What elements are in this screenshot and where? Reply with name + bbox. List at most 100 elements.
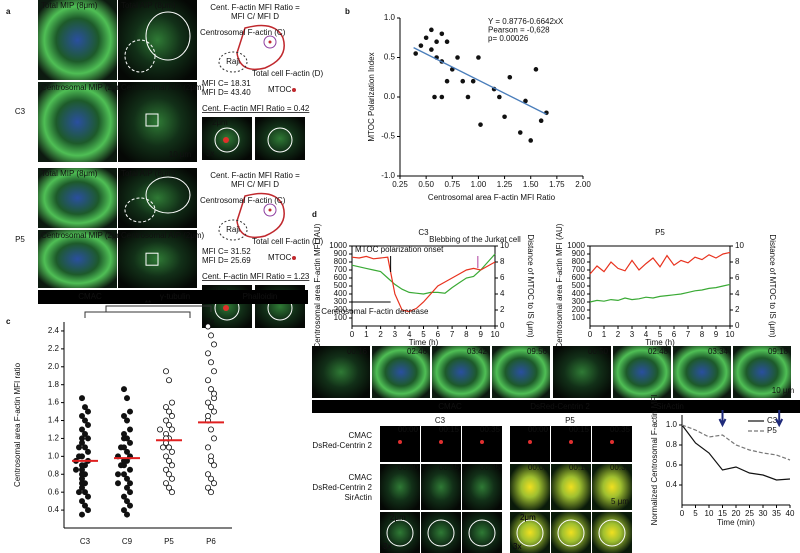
point <box>470 78 476 84</box>
outline <box>124 39 156 73</box>
x-tick-label: 10 <box>491 330 500 339</box>
x-tick-label: 1 <box>364 330 369 339</box>
inset-circle <box>386 519 414 547</box>
x-tick-label: C3 <box>80 537 91 546</box>
x-tick-label: 30 <box>759 509 768 518</box>
point <box>124 417 131 424</box>
annotation: p= 0.00026 <box>488 34 529 43</box>
micrograph <box>312 346 370 398</box>
point <box>507 74 513 80</box>
point <box>124 511 131 518</box>
point <box>168 448 175 455</box>
x-axis-label: Centrosomal area F-actin MFI Ratio <box>428 193 556 202</box>
frame-time: 03:34 <box>708 347 729 356</box>
condition-title: P5 <box>565 416 575 425</box>
point <box>159 444 166 451</box>
centrin-signal <box>610 440 614 444</box>
series-line <box>589 283 731 303</box>
point <box>204 399 211 406</box>
image-title: Total AIP (8μm) <box>121 1 176 10</box>
y2-tick-label: 10 <box>500 241 509 250</box>
x-tick-label: 5 <box>693 509 698 518</box>
x-tick-label: 6 <box>672 330 677 339</box>
x-tick-label: 7 <box>450 330 455 339</box>
scale-label: 10 μm <box>169 150 192 159</box>
x-tick-label: 10 <box>726 330 735 339</box>
point <box>82 404 89 411</box>
x-tick-label: 0 <box>350 330 355 339</box>
y-tick-label: 800 <box>572 257 586 266</box>
point <box>121 386 128 393</box>
y2-tick-label: 6 <box>500 273 505 282</box>
y-tick-label: 0.8 <box>48 469 60 478</box>
y-tick-label: 0.4 <box>48 505 60 514</box>
centrin-signal <box>569 440 573 444</box>
row-label: DsRed-Centrin 2 <box>312 483 372 492</box>
inset-circle <box>598 519 626 547</box>
frame-time: 02:46 <box>407 347 428 356</box>
micrograph <box>462 512 502 553</box>
inset-circle <box>267 127 293 153</box>
y-tick-label: 1000 <box>329 241 347 250</box>
point <box>162 453 169 460</box>
frame-time: 00:15 <box>569 463 590 472</box>
point <box>418 43 424 48</box>
point <box>207 404 214 411</box>
x-tick-label: 0 <box>588 330 593 339</box>
y-tick-label: 0.6 <box>666 460 678 469</box>
y-axis-label: Normalized Centrosomal F-actin MFI <box>650 395 659 526</box>
fit-line <box>413 47 547 115</box>
inset-circle <box>214 127 240 153</box>
image-title: Centrosomal MIP (2μm) <box>41 83 126 92</box>
image-title: Centrosomal AIP (2μm) <box>121 231 204 240</box>
diagram-label: Raji <box>226 225 240 234</box>
point <box>118 462 125 469</box>
series-line <box>681 424 791 481</box>
y-tick-label: -0.5 <box>381 132 395 141</box>
centrin-signal <box>398 440 402 444</box>
point <box>115 471 122 478</box>
point <box>207 359 214 366</box>
x-tick-label: 4 <box>644 330 649 339</box>
point <box>124 498 131 505</box>
point <box>538 118 544 123</box>
image-title: Centrosomal MIP (2μm) <box>41 231 126 240</box>
x-tick-label: 0 <box>680 509 685 518</box>
mtoc-dot <box>268 208 272 212</box>
point <box>207 332 214 339</box>
diagram-label: Total cell F-actin (D) <box>252 69 323 78</box>
mfi-value: MFI D= 25.69 <box>202 256 251 265</box>
x-tick-label: 15 <box>718 509 727 518</box>
point <box>127 439 134 446</box>
point <box>210 408 217 415</box>
micrograph <box>673 346 731 398</box>
outline <box>145 176 191 214</box>
x-tick-label: 6 <box>436 330 441 339</box>
y-tick-label: 400 <box>334 289 348 298</box>
frame-time: 00:00 <box>398 425 419 434</box>
point <box>124 395 131 402</box>
point <box>127 466 134 473</box>
point <box>413 51 418 56</box>
point <box>476 55 481 60</box>
zoom-label: 3x <box>206 317 214 326</box>
point <box>165 421 172 428</box>
point <box>168 426 175 433</box>
point <box>165 444 172 451</box>
x-tick-label: 25 <box>745 509 754 518</box>
y-tick-label: -1.0 <box>381 171 395 180</box>
point <box>204 471 211 478</box>
point <box>517 130 523 135</box>
point <box>502 114 507 120</box>
bracket <box>84 305 212 318</box>
y-tick-label: 0.0 <box>384 92 396 101</box>
point <box>465 94 471 100</box>
scale-label: 2μm <box>520 513 536 522</box>
x-tick-label: 1.75 <box>549 180 565 189</box>
point <box>127 408 134 415</box>
y-tick-label: 1.8 <box>48 380 60 389</box>
y-tick-label: 700 <box>572 265 586 274</box>
channel-label: SirActin <box>656 402 684 411</box>
annotation: Pearson = -0,628 <box>488 26 550 35</box>
